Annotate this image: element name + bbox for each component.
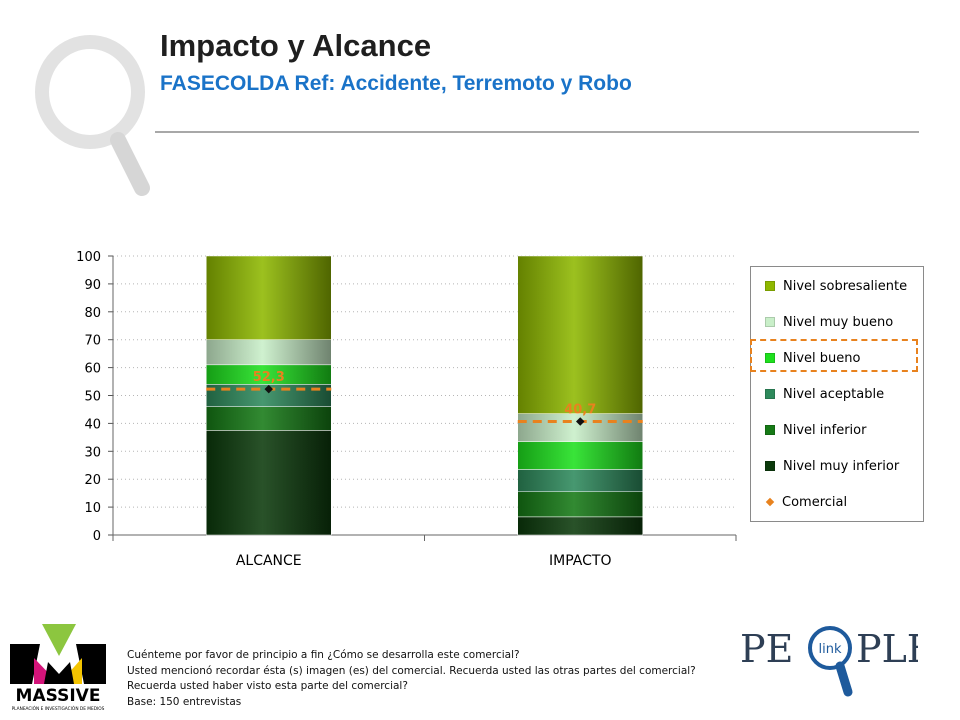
- legend-swatch: [765, 425, 775, 435]
- bar-segment: [517, 441, 643, 470]
- massive-logo: MASSIVE PLANEACIÓN E INVESTIGACIÓN DE ME…: [8, 622, 108, 717]
- bar-segment: [206, 430, 332, 536]
- legend-swatch: [765, 389, 775, 399]
- legend-item: Nivel muy bueno: [765, 313, 893, 331]
- comercial-marker-label: 52,3: [253, 370, 285, 385]
- chart-legend: Nivel sobresaliente Nivel muy bueno Nivel …: [750, 266, 924, 522]
- y-tick-label: 40: [84, 417, 101, 432]
- x-category-label: ALCANCE: [236, 553, 302, 569]
- massive-logo-tagline: PLANEACIÓN E INVESTIGACIÓN DE MEDIOS: [12, 705, 105, 712]
- question-notes: Cuénteme por favor de principio a fin ¿C…: [127, 648, 696, 710]
- people-logo-badge: link: [819, 642, 842, 657]
- legend-item: Nivel sobresaliente: [765, 277, 907, 295]
- people-link-logo: PE link PLE: [738, 622, 935, 712]
- y-tick-label: 20: [84, 473, 101, 488]
- massive-logo-text: MASSIVE: [16, 686, 101, 706]
- y-tick-label: 90: [84, 278, 101, 293]
- y-tick-label: 0: [93, 529, 101, 544]
- bar-segment: [517, 255, 643, 414]
- legend-label: Nivel inferior: [783, 422, 867, 438]
- legend-item: Comercial: [765, 493, 847, 511]
- page-title: Impacto y Alcance: [160, 28, 432, 63]
- people-logo-right: PLE: [856, 627, 918, 671]
- legend-label: Nivel sobresaliente: [783, 278, 908, 294]
- page-subtitle: FASECOLDA Ref: Accidente, Terremoto y Ro…: [160, 72, 632, 95]
- people-logo-left: PE: [740, 627, 793, 671]
- legend-item: Nivel muy inferior: [765, 457, 899, 475]
- legend-label: Comercial: [782, 494, 848, 510]
- bar-segment: [206, 406, 332, 431]
- y-tick-label: 60: [84, 362, 101, 377]
- y-tick-label: 30: [84, 445, 101, 460]
- legend-swatch: [765, 281, 775, 291]
- legend-item: Nivel inferior: [765, 421, 866, 439]
- legend-highlight-box: [750, 339, 918, 372]
- legend-swatch: [765, 461, 775, 471]
- note-line-2: Usted mencionó recordar ésta (s) imagen …: [127, 664, 696, 677]
- y-tick-label: 100: [76, 250, 101, 265]
- bar-segment: [517, 491, 643, 518]
- y-tick-label: 10: [84, 501, 101, 516]
- comercial-marker-label: 40,7: [564, 402, 596, 417]
- bar-segment: [517, 516, 643, 536]
- magnifier-background-icon: [35, 35, 150, 196]
- note-line-4: Base: 150 entrevistas: [127, 695, 242, 708]
- legend-label: Nivel aceptable: [783, 386, 885, 402]
- legend-label: Nivel muy bueno: [783, 314, 894, 330]
- title-divider: [155, 131, 919, 133]
- legend-item: Nivel aceptable: [765, 385, 884, 403]
- x-category-label: IMPACTO: [549, 553, 611, 569]
- y-tick-label: 80: [84, 306, 101, 321]
- legend-swatch: [765, 353, 775, 363]
- comercial-marker-point: [576, 417, 585, 426]
- legend-label: Nivel bueno: [783, 350, 861, 366]
- note-line-3: Recuerda usted haber visto esta parte de…: [127, 680, 408, 692]
- bar-segment: [206, 255, 332, 340]
- legend-label: Nivel muy inferior: [783, 458, 900, 474]
- bar-segment: [206, 339, 332, 366]
- note-line-1: Cuénteme por favor de principio a fin ¿C…: [127, 649, 520, 661]
- bar-segment: [517, 469, 643, 493]
- y-tick-label: 50: [84, 390, 101, 405]
- legend-item: Nivel bueno: [765, 349, 860, 367]
- legend-swatch: [765, 317, 775, 327]
- legend-diamond-icon: [765, 497, 775, 507]
- y-tick-label: 70: [84, 334, 101, 349]
- comercial-marker-point: [264, 384, 273, 394]
